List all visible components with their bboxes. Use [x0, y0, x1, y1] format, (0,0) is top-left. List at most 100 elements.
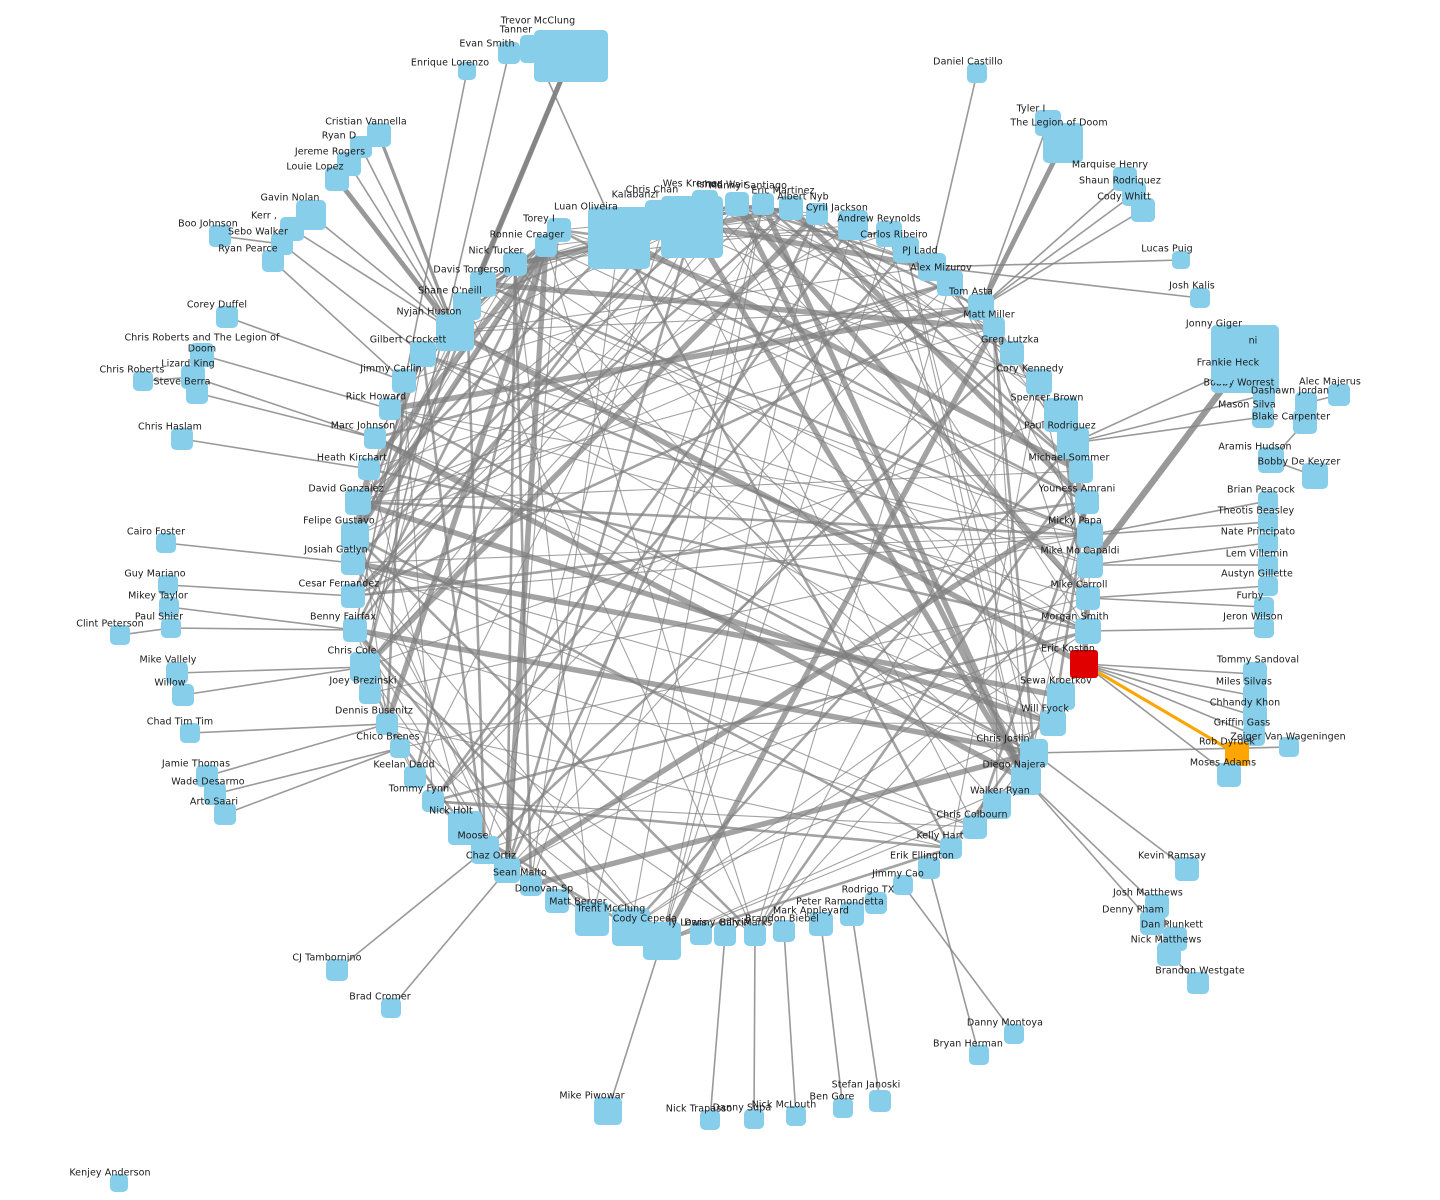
graph-node-amrani-top[interactable]: [1258, 343, 1276, 361]
graph-node-chaz-ortiz[interactable]: [494, 857, 520, 883]
graph-node-wade-desarmo[interactable]: [204, 783, 226, 805]
graph-node-cj-tambornino[interactable]: [326, 959, 348, 981]
graph-node-cyril-jackson[interactable]: [838, 210, 868, 240]
graph-node-cory-kennedy[interactable]: [1026, 369, 1052, 395]
graph-node-nick-mclouth[interactable]: [786, 1106, 806, 1126]
graph-node-denny-pham[interactable]: [1140, 911, 1164, 935]
graph-node-kelly-hart[interactable]: [940, 837, 962, 859]
graph-node-cairo-foster[interactable]: [156, 533, 176, 553]
graph-node-eric-koston[interactable]: [1070, 650, 1098, 678]
graph-node-carlos-ribeiro[interactable]: [893, 237, 919, 263]
graph-node-sewa-kroetkov[interactable]: [1047, 682, 1075, 710]
graph-node-moses-adams[interactable]: [1217, 763, 1241, 787]
graph-node-kevin-ramsay[interactable]: [1175, 857, 1199, 881]
graph-node-tom-asta[interactable]: [968, 294, 994, 320]
graph-node-greg-lutzka[interactable]: [1000, 341, 1024, 365]
graph-node-nick-tucker[interactable]: [503, 252, 527, 276]
graph-node-griffin-gass[interactable]: [1243, 724, 1265, 746]
graph-node-walker-ryan[interactable]: [983, 791, 1011, 819]
graph-node-danny-garcia[interactable]: [714, 924, 736, 946]
graph-node-chris-haslam[interactable]: [171, 428, 193, 450]
graph-node-nick-matthews[interactable]: [1157, 942, 1181, 966]
graph-node-donovan-spires[interactable]: [545, 889, 569, 913]
graph-node-ben-gore[interactable]: [833, 1098, 853, 1118]
graph-node-david-gonzalez[interactable]: [345, 489, 371, 515]
graph-node-will-fyock[interactable]: [1040, 710, 1066, 736]
graph-node-josiah-gatlyn[interactable]: [341, 551, 365, 575]
graph-node-diego-najera[interactable]: [1011, 765, 1041, 795]
graph-node-mikey-taylor[interactable]: [159, 597, 179, 617]
graph-node-peter-ramondetta[interactable]: [840, 902, 864, 926]
graph-node-wes-kremer[interactable]: [692, 190, 718, 216]
graph-node-enrique-lorenzo[interactable]: [458, 62, 476, 80]
graph-node-evan-smith[interactable]: [498, 42, 520, 64]
graph-node-cesar-fernandez[interactable]: [341, 584, 365, 608]
graph-node-danny-supa[interactable]: [744, 1109, 764, 1129]
graph-node-josh-kalis[interactable]: [1190, 288, 1210, 308]
graph-node-mike-carroll[interactable]: [1076, 586, 1100, 610]
graph-node-billy-marks[interactable]: [744, 924, 766, 946]
graph-node-mark-appleyard[interactable]: [809, 912, 833, 936]
graph-node-furby[interactable]: [1254, 597, 1274, 617]
graph-node-brian-peacock[interactable]: [1258, 491, 1278, 511]
graph-node-clint-peterson[interactable]: [110, 625, 130, 645]
graph-node-sean-malto[interactable]: [520, 874, 542, 896]
graph-node-chris-joslin[interactable]: [1020, 739, 1048, 767]
graph-node-lem-villemin[interactable]: [1258, 555, 1278, 575]
graph-node-ryan-pearce[interactable]: [262, 250, 284, 272]
graph-node-benny-fairfax[interactable]: [343, 618, 367, 642]
graph-node-morgan-smith[interactable]: [1075, 618, 1101, 644]
graph-node-marc-johnson[interactable]: [364, 427, 386, 449]
graph-node-nate-principato[interactable]: [1258, 533, 1278, 553]
graph-node-steve-berra[interactable]: [186, 382, 208, 404]
graph-node-manny-santiago[interactable]: [752, 193, 774, 215]
graph-node-erik-ellington[interactable]: [918, 857, 940, 879]
graph-node-michael-sommer[interactable]: [1069, 459, 1093, 483]
graph-node-jamie-thomas[interactable]: [196, 765, 218, 787]
graph-node-chico-brenes[interactable]: [390, 738, 410, 758]
graph-node-sebo-walker[interactable]: [271, 233, 293, 255]
graph-node-brandon-westgate[interactable]: [1187, 972, 1209, 994]
graph-node-nick-trapasso[interactable]: [700, 1110, 720, 1130]
graph-node-rodrigo-tx[interactable]: [865, 892, 887, 914]
graph-node-ishod-wair[interactable]: [725, 192, 749, 216]
graph-node-micky-papa[interactable]: [1077, 522, 1103, 548]
graph-node-albert-nyberg[interactable]: [806, 203, 828, 225]
graph-node-bryan-herman[interactable]: [969, 1045, 989, 1065]
graph-node-ronnie-creager[interactable]: [535, 235, 557, 257]
graph-node-frankie-heck[interactable]: [1213, 364, 1233, 384]
graph-node-chad-tim-tim[interactable]: [180, 723, 200, 743]
graph-node-gilbert-crockett[interactable]: [410, 341, 436, 367]
graph-node-louie-lopez[interactable]: [325, 167, 349, 191]
graph-node-nyjah-huston[interactable]: [436, 313, 474, 351]
graph-node-matt-berger[interactable]: [575, 902, 609, 936]
graph-node-brandon-biebel[interactable]: [773, 920, 795, 942]
graph-node-blake-carpenter[interactable]: [1293, 410, 1317, 434]
graph-node-legion-of-doom[interactable]: [1043, 123, 1083, 163]
graph-node-luan-oliveira[interactable]: [588, 207, 650, 269]
graph-node-willow[interactable]: [172, 684, 194, 706]
graph-node-mike-mo-capaldi[interactable]: [1077, 552, 1103, 578]
graph-node-corey-duffel[interactable]: [216, 306, 238, 328]
graph-node-jeron-wilson[interactable]: [1254, 618, 1274, 638]
graph-node-theotis-beasley[interactable]: [1258, 512, 1278, 532]
graph-node-mike-piwowar[interactable]: [594, 1097, 622, 1125]
graph-node-cody-cepeda[interactable]: [643, 922, 681, 960]
graph-node-jimmy-cao[interactable]: [893, 875, 913, 895]
graph-node-spencer-brown[interactable]: [1044, 398, 1078, 432]
graph-node-bobby-de-keyzer[interactable]: [1302, 463, 1328, 489]
graph-node-mason-silva[interactable]: [1252, 406, 1274, 428]
graph-node-aramis-hudson[interactable]: [1258, 447, 1284, 473]
graph-node-rob-dyrdek[interactable]: [1225, 742, 1249, 766]
graph-node-felipe-gustavo[interactable]: [341, 522, 369, 550]
graph-node-tanner[interactable]: [520, 35, 548, 63]
graph-node-joey-brezinski[interactable]: [359, 682, 381, 704]
graph-node-ty-lewis[interactable]: [690, 923, 712, 945]
graph-node-boo-johnson[interactable]: [209, 225, 231, 247]
graph-node-bobby-worrest[interactable]: [1253, 384, 1275, 406]
graph-node-mike-vallely[interactable]: [166, 662, 188, 684]
graph-node-dashawn-jordan[interactable]: [1295, 392, 1317, 414]
graph-node-chris-colbourn[interactable]: [963, 815, 987, 839]
graph-node-daniel-castillo[interactable]: [967, 63, 987, 83]
graph-node-zeiger-van-wageningen[interactable]: [1279, 737, 1299, 757]
